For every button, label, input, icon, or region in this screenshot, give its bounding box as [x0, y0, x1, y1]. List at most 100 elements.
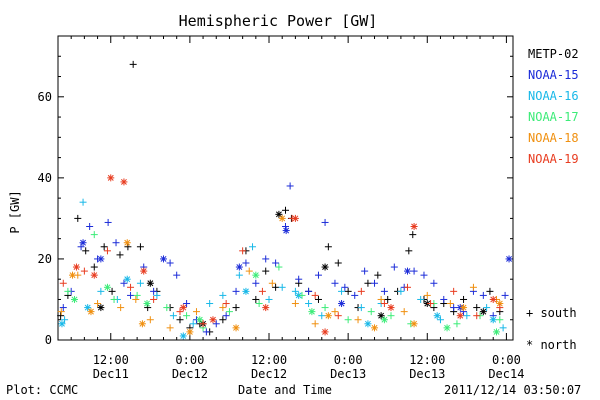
- south-point-metp-02: [219, 316, 227, 324]
- x-tick-time-label: 12:00: [251, 353, 287, 367]
- south-point-metp-02: [108, 287, 116, 295]
- south-point-metp-02: [344, 287, 352, 295]
- south-point-noaa-15: [410, 267, 418, 275]
- north-point-noaa-19: [90, 271, 98, 279]
- south-point-metp-02: [473, 304, 481, 312]
- south-point-noaa-17: [64, 287, 72, 295]
- south-point-noaa-15: [380, 287, 388, 295]
- x-axis-label: Date and Time: [238, 383, 332, 397]
- south-point-noaa-17: [496, 316, 504, 324]
- south-point-noaa-15: [341, 283, 349, 291]
- south-point-noaa-18: [354, 316, 362, 324]
- south-point-noaa-19: [127, 283, 135, 291]
- north-point-noaa-18: [186, 328, 194, 336]
- x-tick-time-label: 0:00: [334, 353, 363, 367]
- legend-item-noaa-16: NOAA-16: [528, 89, 579, 103]
- x-tick-time-label: 12:00: [93, 353, 129, 367]
- x-axis-ticks: 12:00Dec110:00Dec1212:00Dec120:00Dec1312…: [57, 36, 524, 381]
- south-point-noaa-17: [275, 263, 283, 271]
- north-point-noaa-18: [324, 312, 332, 320]
- plot-timestamp: 2011/12/14 03:50:07: [444, 383, 582, 397]
- south-point-noaa-16: [206, 300, 214, 308]
- south-point-metp-02: [90, 263, 98, 271]
- south-point-noaa-15: [361, 267, 369, 275]
- south-point-noaa-15: [282, 223, 289, 231]
- north-point-noaa-19: [262, 304, 270, 312]
- south-point-noaa-15: [127, 291, 135, 299]
- x-tick-date-label: Dec14: [488, 367, 524, 381]
- north-point-metp-02: [479, 308, 487, 316]
- south-point-noaa-15: [440, 295, 448, 303]
- south-point-noaa-15: [222, 312, 230, 320]
- south-point-noaa-19: [380, 300, 388, 308]
- south-point-noaa-16: [136, 279, 144, 287]
- north-point-noaa-18: [123, 239, 131, 247]
- south-point-noaa-19: [258, 287, 266, 295]
- south-point-noaa-15: [104, 218, 112, 226]
- plot-credit: Plot: CCMC: [6, 383, 79, 397]
- south-point-noaa-15: [371, 279, 379, 287]
- north-point-noaa-15: [505, 255, 513, 263]
- north-point-noaa-19: [489, 295, 497, 303]
- south-point-noaa-17: [367, 308, 375, 316]
- south-point-noaa-15: [262, 255, 270, 263]
- south-point-metp-02: [364, 279, 372, 287]
- north-point-metp-02: [97, 304, 105, 312]
- south-point-noaa-15: [321, 218, 329, 226]
- legend-item-noaa-19: NOAA-19: [528, 152, 579, 166]
- north-point-noaa-19: [410, 223, 418, 231]
- north-point-noaa-19: [120, 178, 128, 186]
- south-point-metp-02: [405, 247, 413, 255]
- south-point-noaa-16: [397, 287, 405, 295]
- north-point-metp-02: [275, 210, 283, 218]
- north-point-noaa-15: [160, 255, 168, 263]
- north-point-noaa-17: [103, 283, 111, 291]
- x-tick-time-label: 12:00: [409, 353, 445, 367]
- south-point-metp-02: [232, 304, 240, 312]
- south-point-noaa-18: [245, 267, 253, 275]
- north-point-noaa-16: [123, 275, 131, 283]
- south-point-noaa-16: [417, 295, 425, 303]
- south-point-noaa-15: [212, 320, 220, 328]
- south-point-metp-02: [57, 312, 65, 320]
- north-point-metp-02: [146, 279, 154, 287]
- south-point-noaa-17: [298, 291, 306, 299]
- south-point-metp-02: [460, 295, 468, 303]
- north-point-noaa-15: [97, 255, 105, 263]
- north-point-noaa-18: [232, 324, 240, 332]
- legend-item-metp-02: METP-02: [528, 47, 579, 61]
- south-point-noaa-15: [59, 304, 67, 312]
- north-point-noaa-16: [489, 316, 497, 324]
- south-point-noaa-16: [61, 316, 69, 324]
- north-point-noaa-19: [140, 267, 148, 275]
- south-point-metp-02: [116, 251, 124, 259]
- south-point-metp-02: [314, 295, 322, 303]
- north-point-noaa-18: [460, 304, 468, 312]
- south-point-noaa-19: [311, 291, 319, 299]
- south-point-noaa-17: [255, 300, 263, 308]
- south-point-noaa-15: [479, 291, 487, 299]
- south-point-noaa-18: [291, 300, 299, 308]
- south-point-metp-02: [136, 243, 144, 251]
- south-point-metp-02: [82, 247, 90, 255]
- south-point-noaa-16: [265, 295, 273, 303]
- legend-item-noaa-18: NOAA-18: [528, 131, 579, 145]
- north-point-noaa-18: [371, 324, 379, 332]
- south-point-noaa-16: [463, 312, 471, 320]
- south-point-noaa-18: [166, 324, 174, 332]
- north-point-noaa-16: [58, 320, 66, 328]
- north-point-noaa-15: [79, 239, 87, 247]
- south-point-noaa-19: [239, 247, 247, 255]
- north-point-noaa-19: [72, 263, 80, 271]
- x-tick-time-label: 0:00: [175, 353, 204, 367]
- north-point-noaa-16: [242, 287, 250, 295]
- north-point-noaa-19: [179, 304, 187, 312]
- south-point-noaa-19: [473, 312, 481, 320]
- south-marker-label: + south: [526, 306, 577, 320]
- north-marker-label: * north: [526, 338, 577, 352]
- south-point-noaa-18: [219, 304, 227, 312]
- north-point-noaa-17: [196, 316, 204, 324]
- x-tick-date-label: Dec11: [93, 367, 129, 381]
- south-point-noaa-15: [183, 300, 191, 308]
- north-point-noaa-18: [278, 214, 286, 222]
